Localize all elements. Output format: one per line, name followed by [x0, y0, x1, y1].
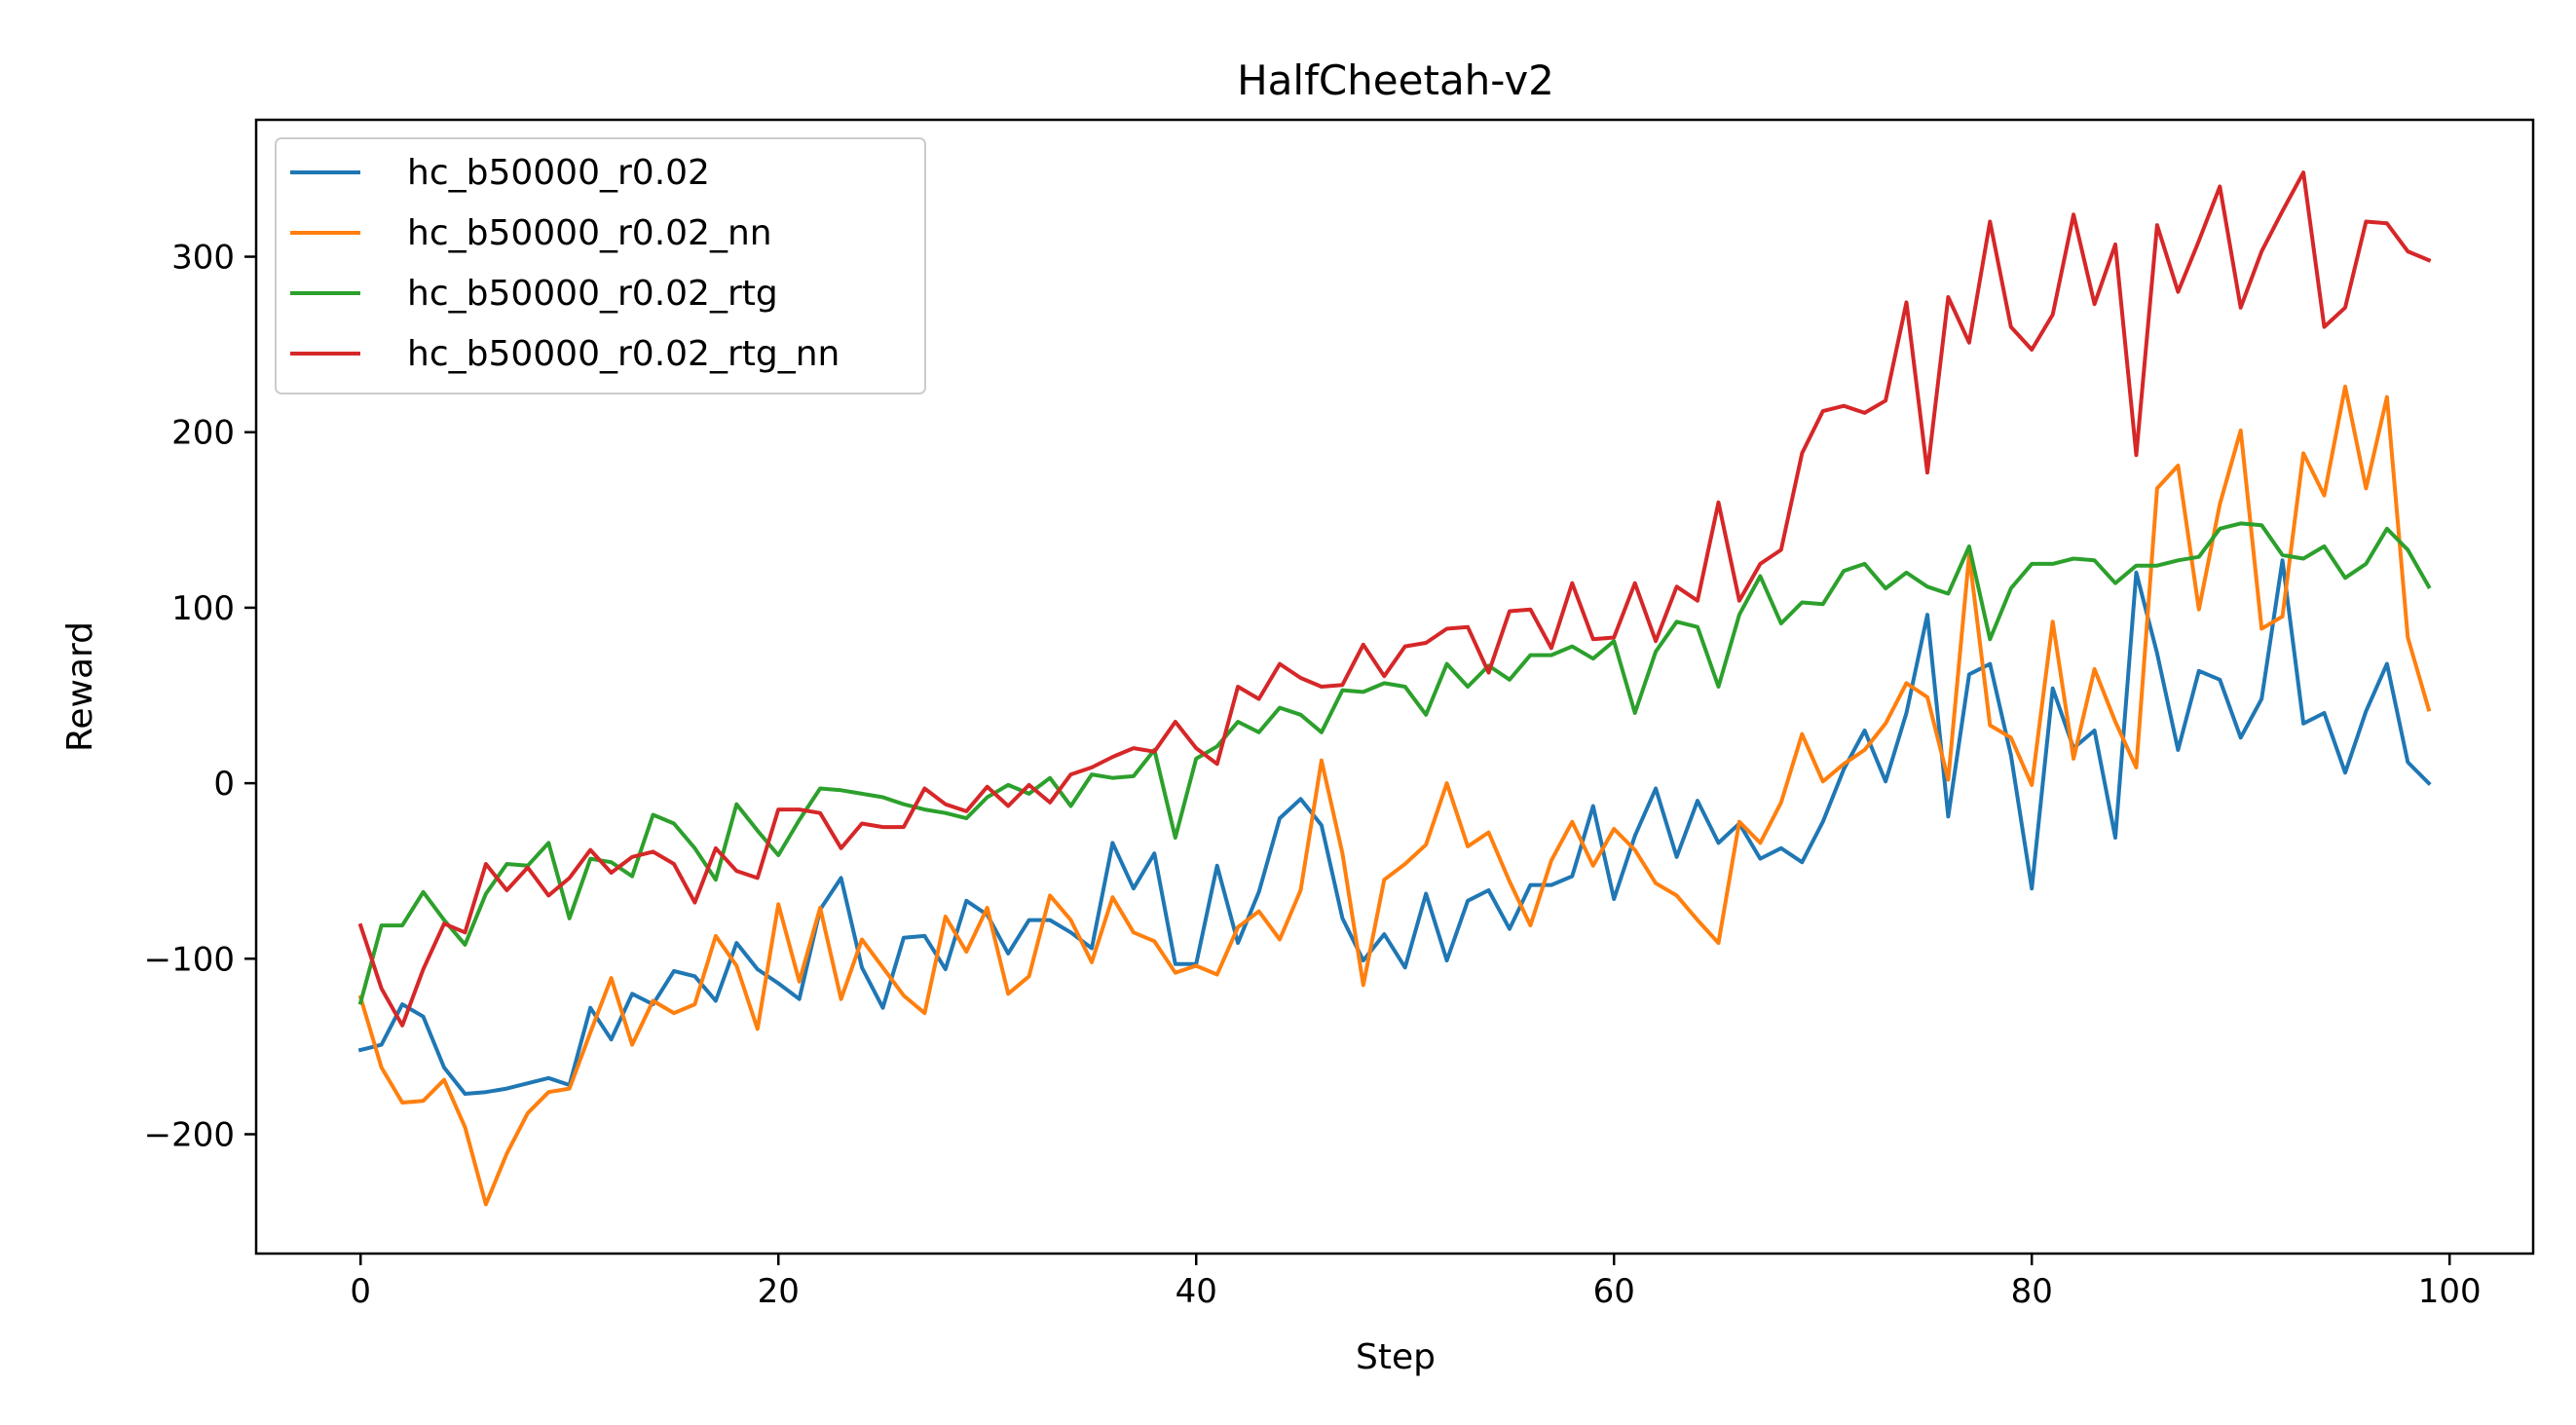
series-line-2 [357, 521, 2432, 1005]
y-tick-label-0: −200 [144, 1115, 235, 1154]
legend: hc_b50000_r0.02 hc_b50000_r0.02_nn hc_b500… [275, 137, 926, 394]
legend-box [275, 137, 926, 394]
x-axis: 0 20 40 60 80 100 [350, 1254, 2482, 1311]
legend-label-0: hc_b50000_r0.02 [407, 153, 710, 193]
series-line-1 [357, 384, 2432, 1207]
legend-label-1: hc_b50000_r0.02_nn [407, 213, 772, 253]
y-tick-label-1: −100 [144, 940, 235, 979]
series-line-0 [357, 558, 2432, 1096]
y-tick-label-3: 100 [171, 589, 235, 628]
x-tick-label-2: 40 [1176, 1272, 1217, 1311]
x-tick-label-0: 0 [350, 1272, 371, 1311]
series-line-3 [357, 170, 2432, 1028]
y-axis-label: Reward [60, 621, 100, 752]
legend-label-3: hc_b50000_r0.02_rtg_nn [407, 334, 840, 374]
y-tick-label-5: 300 [171, 239, 235, 278]
x-axis-label: Step [1356, 1337, 1436, 1377]
x-tick-label-4: 80 [2011, 1272, 2053, 1311]
y-axis: −200 −100 0 100 200 300 [144, 239, 256, 1154]
x-tick-label-1: 20 [758, 1272, 800, 1311]
plot-frame [254, 118, 2535, 1256]
y-tick-label-4: 200 [171, 414, 235, 453]
legend-label-2: hc_b50000_r0.02_rtg [407, 274, 778, 314]
x-tick-label-5: 100 [2418, 1272, 2482, 1311]
chart-title: HalfCheetah-v2 [1237, 56, 1554, 104]
series-layer [357, 170, 2432, 1207]
x-tick-label-3: 60 [1593, 1272, 1635, 1311]
y-tick-label-2: 0 [213, 765, 235, 804]
